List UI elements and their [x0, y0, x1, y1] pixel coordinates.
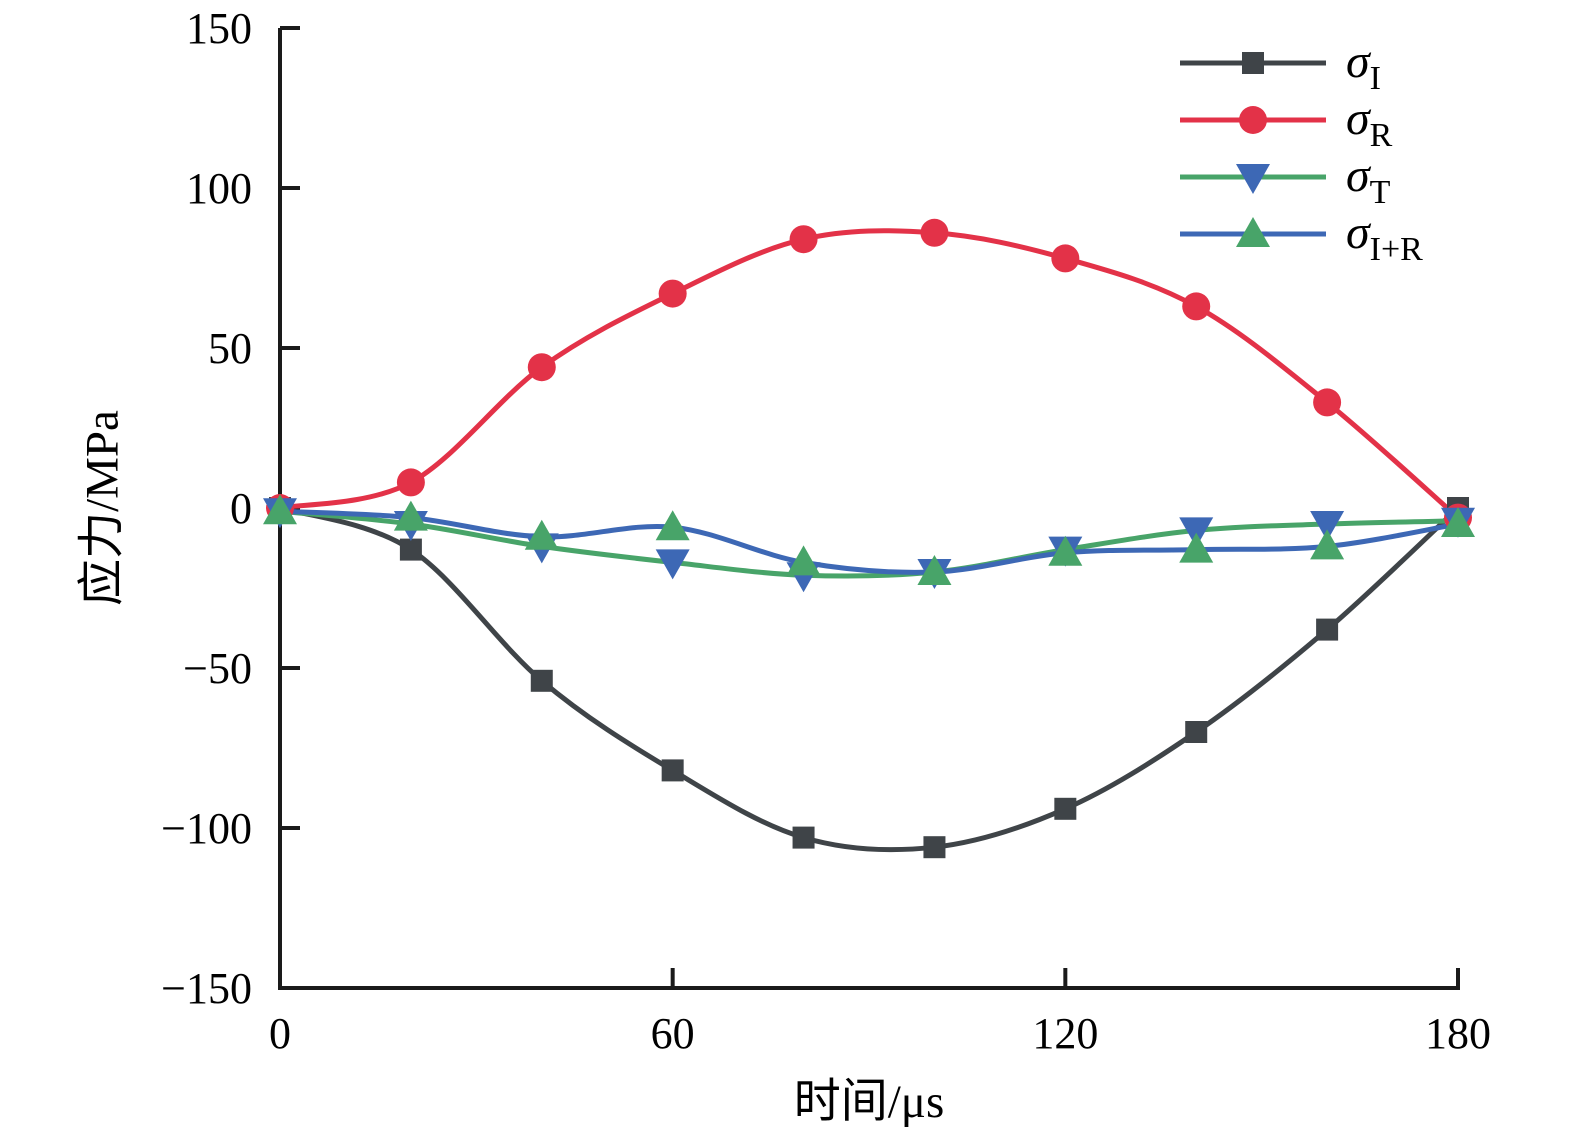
legend-label-sigma_I: σI	[1346, 35, 1381, 97]
x-axis-label: 时间/μs	[793, 1076, 945, 1128]
x-tick-label: 0	[269, 1009, 291, 1058]
marker-sigma_I_plus_R	[786, 545, 821, 576]
marker-sigma_I	[1185, 721, 1208, 743]
legend-marker-sigma_I_plus_R	[1236, 217, 1270, 247]
marker-sigma_I_plus_R	[917, 555, 952, 585]
series-line-sigma_I_plus_R	[277, 508, 1461, 575]
marker-sigma_I_plus_R	[393, 500, 428, 531]
marker-sigma_I	[661, 759, 684, 782]
marker-sigma_T	[1310, 511, 1345, 541]
x-tick-label: 120	[1032, 1009, 1098, 1058]
marker-sigma_T	[655, 549, 690, 580]
legend-marker-sigma_R	[1239, 106, 1267, 134]
marker-sigma_R	[658, 279, 687, 308]
marker-sigma_R	[1051, 244, 1080, 273]
marker-sigma_R	[1313, 388, 1342, 417]
marker-sigma_I_plus_R	[1310, 529, 1345, 560]
marker-sigma_R	[1182, 292, 1211, 321]
x-tick-label: 60	[651, 1009, 695, 1058]
x-tick-label: 180	[1425, 1009, 1491, 1058]
marker-sigma_I	[530, 669, 553, 692]
series-line-sigma_I	[277, 505, 1461, 853]
marker-sigma_I_plus_R	[524, 519, 559, 550]
marker-sigma_I_plus_R	[1179, 532, 1214, 563]
y-tick-label: −100	[161, 804, 252, 853]
y-tick-label: 0	[230, 484, 252, 533]
marker-sigma_I_plus_R	[655, 510, 690, 541]
legend-label-sigma_I_plus_R: σI+R	[1346, 206, 1423, 268]
y-tick-label: 150	[186, 4, 252, 53]
marker-sigma_R	[789, 225, 818, 254]
series-line-sigma_R	[277, 228, 1461, 521]
marker-sigma_I	[792, 826, 815, 849]
marker-sigma_R	[396, 468, 425, 497]
y-tick-label: 100	[186, 164, 252, 213]
marker-sigma_I	[923, 836, 946, 859]
marker-sigma_I_plus_R	[1441, 507, 1475, 537]
marker-sigma_R	[527, 353, 556, 382]
marker-sigma_I	[1316, 618, 1339, 641]
marker-sigma_R	[920, 218, 949, 247]
y-tick-label: 50	[208, 324, 252, 373]
y-tick-label: −150	[161, 964, 252, 1013]
legend-label-sigma_R: σR	[1346, 92, 1393, 154]
marker-sigma_I	[1054, 797, 1077, 820]
y-axis-label: 应力/MPa	[76, 410, 129, 606]
legend-label-sigma_T: σT	[1346, 149, 1391, 211]
marker-sigma_I	[399, 538, 422, 561]
marker-sigma_I_plus_R	[1048, 535, 1083, 566]
legend-marker-sigma_T	[1236, 164, 1270, 194]
marker-sigma_T	[1179, 517, 1214, 548]
y-tick-label: −50	[183, 644, 252, 693]
legend-marker-sigma_I	[1242, 52, 1264, 74]
marker-sigma_I_plus_R	[263, 494, 297, 525]
series-line-sigma_T	[277, 508, 1461, 579]
